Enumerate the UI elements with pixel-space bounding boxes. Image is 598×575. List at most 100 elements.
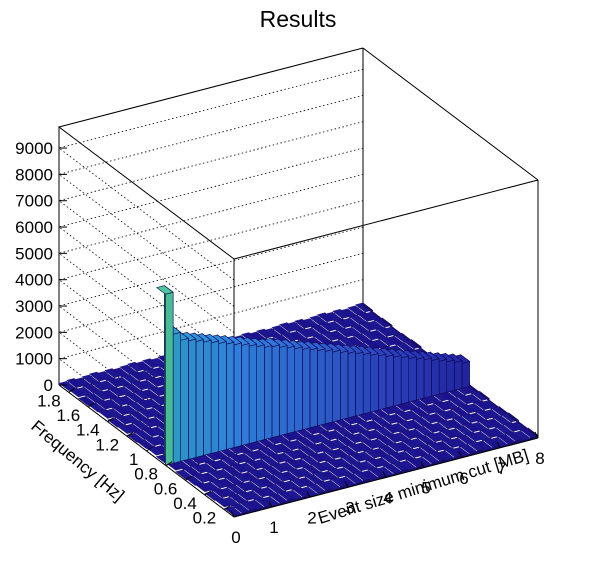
floor-bin (319, 321, 338, 332)
y-tick-mark (107, 417, 114, 423)
x-tick-label: 6 (459, 469, 468, 488)
bar (355, 351, 364, 417)
bar (415, 356, 425, 401)
bar (393, 355, 402, 407)
floor-bin (310, 461, 330, 472)
x-tick-mark (496, 441, 501, 449)
z-tick-label: 8000 (15, 165, 53, 184)
floor-bin (192, 472, 211, 483)
floor-bin (137, 408, 156, 419)
y-tick-mark (204, 490, 212, 496)
floor-bin (338, 336, 357, 347)
bar (226, 341, 235, 450)
floor-bin (316, 312, 336, 323)
floor-bin (366, 457, 385, 468)
x-tick-mark (306, 491, 311, 498)
floor-bin (142, 358, 161, 369)
floor-bin (404, 448, 423, 458)
floor-bin-side (508, 412, 519, 424)
floor-bin (236, 491, 256, 501)
floor-bin (359, 321, 378, 332)
bar (263, 345, 273, 440)
z-axis-ticks: 0 1000 2000 3000 4000 5000 6000 7000 8000 9000 (15, 139, 67, 395)
floor-bin (252, 487, 271, 498)
z-tick-label: 1000 (15, 350, 53, 369)
floor-bin (209, 478, 229, 489)
y-tick-label: 0.2 (193, 509, 217, 528)
x-tick-mark (420, 461, 425, 468)
y-axis-ticks: 0.20.40.60.81 1.21.41.61.8 (37, 387, 231, 528)
y-tick-label: 1.4 (76, 421, 100, 440)
y-tick-mark (68, 387, 75, 393)
floor-bin (93, 390, 112, 401)
bar (347, 351, 356, 419)
frame-back-top (57, 47, 364, 260)
y-tick-mark (224, 505, 231, 511)
floor-bin (401, 438, 421, 449)
floor-bin (426, 441, 446, 452)
floor-bin (66, 378, 85, 388)
floor-bin (266, 443, 285, 454)
floor-bin (126, 361, 146, 372)
z-tick-label: 4000 (15, 271, 53, 290)
floor-bin (190, 463, 209, 474)
floor-bin (270, 462, 289, 473)
y-tick-mark (185, 475, 192, 481)
floor-bin (462, 422, 482, 433)
floor-bin (437, 419, 457, 430)
floor-bin (325, 458, 345, 469)
bar (317, 348, 326, 427)
x-tick-mark (382, 471, 387, 478)
y-tick-label: 1.8 (37, 391, 61, 410)
floor-bin (304, 434, 323, 444)
x-axis-ticks: 0 1 2 3 4 5 6 7 8 (230, 431, 545, 547)
bar (241, 343, 250, 446)
floor-bin (112, 405, 131, 416)
z-tick-label: 3000 (15, 297, 53, 316)
floor-bin (281, 440, 300, 451)
bar (172, 331, 181, 464)
bar (256, 344, 265, 442)
floor-bin (376, 327, 395, 337)
floor-bin (464, 431, 484, 442)
floor-bin (272, 471, 292, 482)
bar (165, 291, 174, 466)
floor-bin (285, 459, 305, 469)
x-tick-mark (344, 481, 349, 488)
floor-bin (336, 327, 355, 338)
x-tick-mark (230, 510, 235, 518)
bar (203, 339, 212, 456)
floor-bin (211, 488, 231, 498)
floor-bin (458, 403, 477, 414)
floor-bin (91, 381, 110, 391)
floor-bin (342, 424, 361, 434)
bars (156, 285, 471, 466)
floor-bin (397, 420, 416, 430)
x-tick-label: 4 (383, 489, 392, 508)
bar-top (156, 285, 174, 295)
gridline-z (58, 68, 364, 281)
floor-bin (133, 389, 152, 400)
bar (180, 337, 189, 462)
floor-bin (477, 418, 497, 429)
floor-bin (194, 482, 213, 493)
floor-bin (306, 443, 325, 454)
floor-bin (473, 400, 492, 411)
y-tick-mark (146, 446, 153, 452)
z-tick-label: 9000 (15, 139, 53, 158)
x-tick-label: 2 (307, 508, 316, 527)
gridline-z (58, 121, 364, 334)
frame-right-top (362, 47, 539, 181)
floor-bin (296, 328, 315, 338)
bar (324, 349, 334, 425)
floor-bin (148, 386, 167, 397)
floor-bin (332, 308, 351, 319)
floor-bin (245, 459, 264, 470)
x-tick-label: 0 (231, 528, 240, 547)
y-tick-label: 1.2 (95, 435, 119, 454)
y-tick-label: 0.8 (134, 465, 158, 484)
bar (339, 350, 349, 421)
bar (400, 355, 410, 405)
floor-bin (460, 413, 479, 423)
